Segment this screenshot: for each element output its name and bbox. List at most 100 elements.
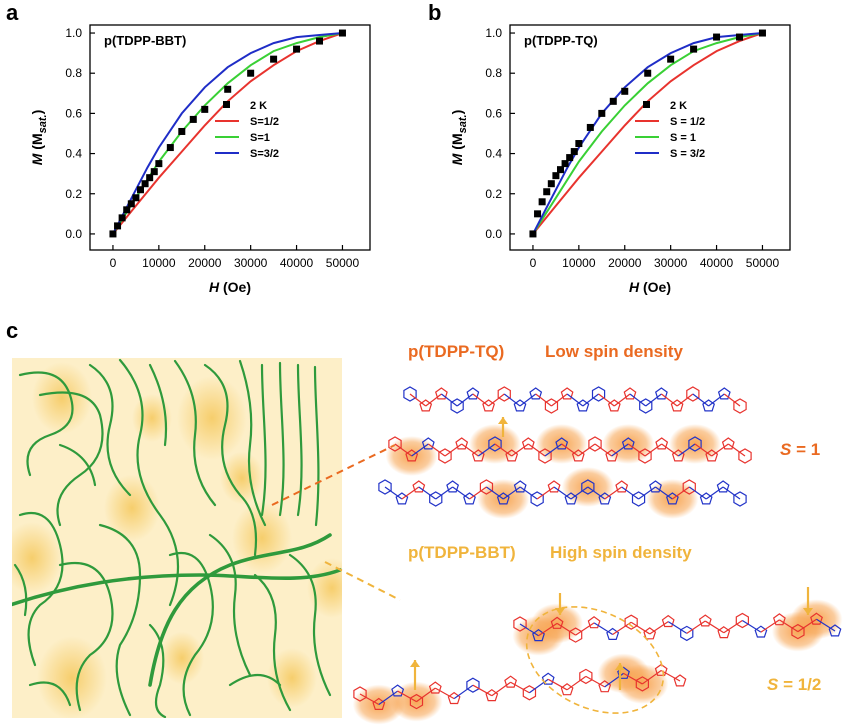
chain-bond <box>660 669 681 682</box>
chain-bond <box>598 393 615 407</box>
thiophene-ring <box>463 492 476 505</box>
panel-label-a: a <box>6 0 19 25</box>
chain-bond <box>453 684 474 700</box>
aromatic-ring <box>450 398 464 414</box>
data-point <box>621 87 629 95</box>
domain-blob <box>12 522 62 594</box>
chain-bond <box>486 486 504 500</box>
data-point <box>224 85 232 93</box>
chain-bond <box>456 393 474 407</box>
chain-bond <box>535 393 552 407</box>
x-tick-label: 20000 <box>188 256 222 270</box>
chain-bond <box>566 675 587 691</box>
thiophene-ring <box>607 399 621 412</box>
legend-label: 2 K <box>670 100 687 112</box>
chain-bond <box>661 393 678 407</box>
thiophene-ring <box>621 437 635 450</box>
spin-density-schematic: p(TDPP-TQ) Low spin density S = 1 p(TDPP… <box>12 342 843 725</box>
plot-frame <box>509 24 791 251</box>
chain-bond <box>704 620 725 634</box>
data-point <box>109 230 117 238</box>
aromatic-ring <box>682 479 696 495</box>
y-axis-label-unit: (M <box>449 133 465 153</box>
chain-bond <box>544 443 563 457</box>
legend-label: S = 1 <box>670 132 696 144</box>
bbt-dimer-highlight-ellipse <box>525 606 665 714</box>
thiophene-ring <box>419 399 433 412</box>
chain-bond <box>686 620 706 634</box>
chart-b-tq: 0 10000 20000 30000 40000 50000 0.0 0.2 0.4 0.6 0.… <box>449 24 791 295</box>
chain-bond <box>672 486 690 500</box>
x-axis-label-unit: (Oe) <box>639 279 671 295</box>
thiophene-ring <box>547 480 561 493</box>
spin-glow <box>390 681 443 722</box>
chain-bond <box>742 619 762 633</box>
thiophene-ring <box>521 437 535 450</box>
data-point <box>561 160 569 168</box>
aromatic-ring <box>735 612 750 629</box>
thiophene-ring <box>560 387 574 400</box>
legend-label: S = 1/2 <box>670 116 705 128</box>
data-point <box>123 206 131 214</box>
chart-a-bbt: 0 10000 20000 30000 40000 50000 0.0 0.2 0.4 0.6 0.… <box>29 24 371 295</box>
aromatic-ring <box>581 479 595 495</box>
y-axis-label-sub: sat. <box>37 114 49 133</box>
data-point <box>150 168 158 176</box>
thiophene-ring <box>772 613 786 626</box>
chain-bond <box>547 678 568 691</box>
chain-bond <box>411 443 429 457</box>
data-point <box>247 69 255 77</box>
chain-bond <box>384 486 403 500</box>
tq-polymer-label: p(TDPP-TQ) <box>408 342 504 361</box>
chain-bond <box>435 687 455 700</box>
bbt-spin-value: S = 1/2 <box>767 675 821 694</box>
thiophene-ring <box>661 614 675 628</box>
data-point <box>146 174 154 182</box>
data-point <box>586 123 594 131</box>
chain-bond <box>510 681 530 694</box>
x-tick-label: 50000 <box>326 256 360 270</box>
chain-bond <box>472 684 493 697</box>
data-point <box>547 180 555 188</box>
legend-label: S=1 <box>250 132 270 144</box>
data-point <box>667 55 675 63</box>
chain-bond <box>722 486 741 500</box>
data-point <box>114 222 122 230</box>
thiophene-ring <box>428 681 442 694</box>
aromatic-ring <box>733 398 747 414</box>
data-point <box>316 37 324 45</box>
chain-bond <box>511 443 529 457</box>
thiophene-ring <box>496 492 510 505</box>
chain-bond <box>594 443 613 457</box>
spin-arrow-head <box>410 660 420 667</box>
chain-bond <box>694 443 713 457</box>
chain-bond <box>527 443 546 457</box>
chain-bond <box>494 443 513 457</box>
thiophene-ring <box>447 691 461 705</box>
thiophene-ring <box>671 449 685 462</box>
thiophene-ring <box>421 437 435 450</box>
plot-frame <box>89 24 371 251</box>
chain-bond <box>491 681 511 697</box>
y-axis-label: M (Msat.) <box>29 110 49 166</box>
chain-bond <box>553 486 572 500</box>
aromatic-ring <box>353 686 367 702</box>
y-axis-label-symbol: M <box>29 153 45 165</box>
aromatic-ring <box>403 386 417 402</box>
bbt-spin-number: = 1/2 <box>778 675 821 694</box>
chain-bond <box>418 486 437 500</box>
thiophene-ring <box>446 480 460 493</box>
domain-blob <box>177 376 247 460</box>
aromatic-ring <box>579 668 593 685</box>
chain-bond <box>577 443 596 457</box>
chain-bond <box>536 486 555 500</box>
thiophene-ring <box>434 387 448 400</box>
chain-bond <box>477 443 496 457</box>
data-point <box>690 45 698 53</box>
aromatic-ring <box>378 479 392 495</box>
tq-spin-value: S = 1 <box>780 440 820 459</box>
data-point <box>189 115 197 123</box>
thiophene-ring <box>504 675 518 688</box>
aromatic-ring <box>466 677 480 693</box>
y-tick-label: 0.8 <box>485 66 502 80</box>
